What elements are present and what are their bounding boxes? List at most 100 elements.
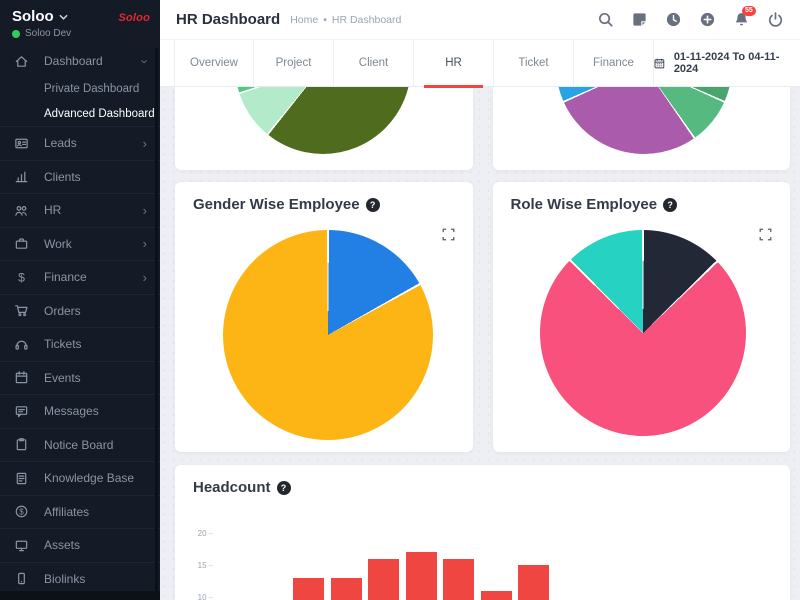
sidebar-item-label: Notice Board [44,437,114,452]
note-icon[interactable] [631,11,648,28]
help-icon[interactable]: ? [365,197,380,212]
sidebar-bottom-strip [0,591,160,600]
sidebar: Soloo Soloo Dev Soloo Dashboard › Private … [0,0,160,600]
tab-project[interactable]: Project [254,40,334,86]
finance-icon: $ [13,269,29,285]
search-icon[interactable] [597,11,614,28]
date-range-text: 01-11-2024 To 04-11-2024 [673,51,780,75]
sidebar-item-knowledge-base[interactable]: Knowledge Base [0,461,160,495]
bell-icon[interactable]: 55 [733,6,756,28]
headcount-bar [330,577,362,600]
partial-pie-chart-1 [235,87,411,154]
content-area[interactable]: Gender Wise Employee ? Role Wise Employe… [160,87,800,600]
tab-hr[interactable]: HR [414,40,494,88]
tab-client[interactable]: Client [334,40,414,86]
card-title: Role Wise Employee ? [493,182,791,213]
sidebar-item-label: Events [44,370,81,385]
sidebar-item-label: Orders [44,303,81,318]
assets-icon [13,537,29,553]
work-icon [13,236,29,252]
sidebar-item-label: Biolinks [44,571,86,586]
brand-logo: Soloo [118,12,150,24]
orders-icon [13,303,29,319]
headcount-bar [405,552,437,600]
breadcrumb-home[interactable]: Home [290,13,319,26]
sidebar-item-dashboard[interactable]: Dashboard › [0,46,160,76]
tab-ticket[interactable]: Ticket [494,40,574,86]
fullscreen-icon[interactable] [759,228,772,241]
sidebar-item-label: Work [44,236,72,251]
home-icon [13,53,29,69]
online-status-dot [12,29,20,38]
topbar: HR Dashboard Home • HR Dashboard 55 [160,0,800,40]
sidebar-item-hr[interactable]: HR › [0,193,160,227]
gender-pie-chart [223,230,433,440]
sidebar-subitem-private-dashboard[interactable]: Private Dashboard [44,82,140,95]
partial-pie-chart-2 [555,87,732,154]
breadcrumb: Home • HR Dashboard [290,14,401,26]
role-card-title: Role Wise Employee [510,196,658,213]
date-range-picker[interactable]: 01-11-2024 To 04-11-2024 [654,40,800,86]
role-wise-employee-card: Role Wise Employee ? [492,182,791,452]
sidebar-item-biolinks[interactable]: Biolinks [0,561,160,596]
messages-icon [13,403,29,419]
chevron-right-icon: › [142,202,147,218]
headcount-bar [368,558,399,600]
sidebar-item-label: Messages [44,404,99,419]
svg-text:$: $ [19,508,24,517]
breadcrumb-current: HR Dashboard [331,13,402,26]
tab-finance[interactable]: Finance [574,40,654,86]
workspace-switcher[interactable]: Soloo [12,8,68,25]
sidebar-item-messages[interactable]: Messages [0,394,160,428]
workspace-status: Soloo Dev [12,28,150,39]
card-title: Gender Wise Employee ? [175,182,473,213]
sidebar-scrollbar[interactable] [155,48,158,600]
tab-overview[interactable]: Overview [174,40,254,86]
y-axis-tick: 10– [197,593,213,600]
sidebar-item-affiliates[interactable]: $ Affiliates [0,494,160,529]
sidebar-item-label: Clients [44,169,81,184]
hr-icon [13,202,29,218]
topbar-icons: 55 [597,6,784,28]
sidebar-item-tickets[interactable]: Tickets [0,327,160,361]
help-icon[interactable]: ? [663,197,678,212]
sidebar-item-orders[interactable]: Orders [0,293,160,328]
sidebar-item-label: Affiliates [44,504,90,519]
power-icon[interactable] [767,11,784,28]
biolinks-icon [13,571,29,587]
help-icon[interactable]: ? [276,480,291,495]
sidebar-item-notice-board[interactable]: Notice Board [0,427,160,462]
sidebar-item-label: Leads [44,136,77,151]
sidebar-subitem-advanced-dashboard[interactable]: Advanced Dashboard [44,107,155,120]
brand-name: Soloo [12,8,54,25]
notice-icon [13,437,29,453]
tickets-icon [13,336,29,352]
chevron-right-icon: › [142,135,147,151]
sidebar-item-events[interactable]: Events [0,360,160,395]
plus-icon[interactable] [699,11,716,28]
leads-icon [13,135,29,151]
headcount-card-title: Headcount [193,479,271,496]
sidebar-item-assets[interactable]: Assets [0,528,160,562]
notification-badge: 55 [742,6,756,17]
sidebar-item-finance[interactable]: $ Finance › [0,260,160,294]
events-icon [13,370,29,386]
sidebar-brand-row: Soloo Soloo Dev Soloo [0,0,160,46]
chevron-down-icon: › [137,58,153,64]
chart-row-bottom: Headcount ? 20– 15– 10– [175,465,790,600]
chevron-down-icon [59,14,68,20]
headcount-bar [518,565,549,600]
breadcrumb-separator: • [323,13,327,26]
y-axis-tick: 20– [197,529,213,538]
sidebar-item-work[interactable]: Work › [0,226,160,261]
clock-icon[interactable] [665,11,682,28]
chart-row-top [175,87,790,170]
fullscreen-icon[interactable] [442,228,455,241]
sidebar-item-leads[interactable]: Leads › [0,126,160,160]
sidebar-item-clients[interactable]: Clients [0,159,160,194]
chevron-right-icon: › [142,269,147,285]
clients-icon [13,169,29,185]
chevron-right-icon: › [142,236,147,252]
sidebar-item-label: Tickets [44,337,82,352]
